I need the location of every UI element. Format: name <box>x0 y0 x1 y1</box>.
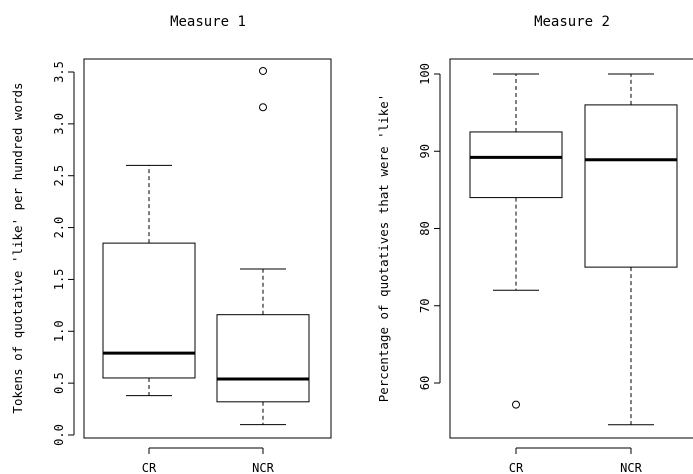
y-tick-label: 90 <box>418 144 432 158</box>
panel-measure-1: Measure 1 Tokens of quotative 'like' per… <box>10 14 332 474</box>
outlier-point <box>259 103 267 112</box>
outlier-point <box>259 66 267 75</box>
x-tick-label: CR <box>509 461 524 474</box>
plot-frame <box>83 58 332 439</box>
box-ncr <box>584 73 678 426</box>
y-tick-label: 1.0 <box>52 320 66 342</box>
y-tick-label: 2.5 <box>52 165 66 187</box>
iqr-box <box>584 104 678 268</box>
y-tick-label: 3.0 <box>52 113 66 135</box>
boxes <box>102 66 310 426</box>
y-tick-label: 2.0 <box>52 217 66 239</box>
y-tick-label: 0.5 <box>52 372 66 394</box>
y-axis-label: Tokens of quotative 'like' per hundred w… <box>10 82 25 413</box>
y-tick-label: 80 <box>418 221 432 235</box>
outlier-point <box>512 400 520 409</box>
y-tick-label: 3.5 <box>52 61 66 83</box>
y-tick-label: 0.0 <box>52 424 66 446</box>
x-tick-label: NCR <box>620 461 642 474</box>
iqr-box <box>102 242 196 379</box>
y-tick-label: 60 <box>418 376 432 390</box>
plot-frame <box>449 58 693 439</box>
y-tick-label: 1.5 <box>52 269 66 291</box>
x-axis: CR NCR <box>142 447 275 474</box>
y-tick-label: 100 <box>418 63 432 85</box>
y-tick-label: 70 <box>418 299 432 313</box>
panel-measure-2: Measure 2 Percentage of quotatives that … <box>376 14 693 474</box>
iqr-box <box>216 314 310 403</box>
chart-title: Measure 1 <box>170 14 246 30</box>
x-tick-label: CR <box>142 461 157 474</box>
y-axis-label: Percentage of quotatives that were 'like… <box>376 94 391 403</box>
chart-title: Measure 2 <box>534 14 610 30</box>
box-ncr <box>216 66 310 426</box>
iqr-box <box>469 131 563 199</box>
boxes <box>469 73 678 426</box>
y-axis: 0.0 0.5 1.0 1.5 2.0 2.5 3.0 3.5 <box>52 61 75 446</box>
box-cr <box>102 164 196 397</box>
x-tick-label: NCR <box>252 461 274 474</box>
y-axis: 60 70 80 90 100 <box>418 63 441 390</box>
box-cr <box>469 73 563 409</box>
x-axis: CR NCR <box>509 447 643 474</box>
